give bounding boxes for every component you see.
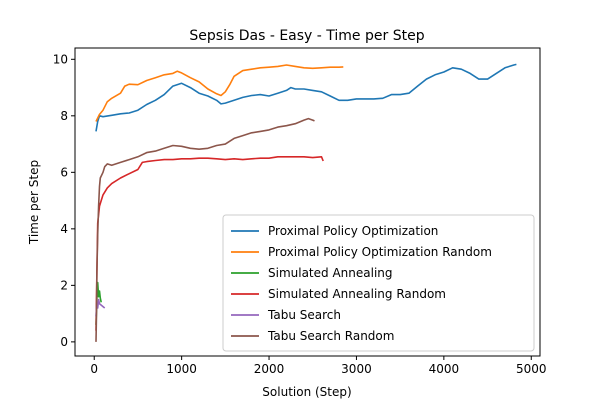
legend-label: Tabu Search — [267, 308, 341, 322]
legend-label: Tabu Search Random — [267, 329, 394, 343]
series-line-tabu-search-random — [95, 117, 315, 342]
series-line-proximal-policy-optimization-random — [95, 64, 344, 122]
legend-label: Simulated Annealing Random — [268, 287, 446, 301]
series-lines — [95, 63, 517, 342]
plot-area-frame — [74, 47, 541, 357]
series-line-simulated-annealing-random — [95, 156, 324, 331]
y-tick-label: 0 — [60, 335, 68, 349]
x-tick-label: 4000 — [429, 362, 460, 376]
x-axis-ticks: 0 1000 2000 3000 4000 5000 — [90, 356, 547, 376]
legend-label: Simulated Annealing — [268, 266, 393, 280]
y-tick-label: 4 — [60, 222, 68, 236]
y-tick-label: 8 — [60, 109, 68, 123]
x-tick-label: 5000 — [516, 362, 547, 376]
x-tick-label: 0 — [90, 362, 98, 376]
series-line-proximal-policy-optimization — [95, 63, 517, 132]
y-tick-label: 10 — [53, 52, 68, 66]
y-axis-ticks: 0 2 4 6 8 10 — [53, 52, 75, 349]
x-tick-label: 1000 — [166, 362, 197, 376]
legend-label: Proximal Policy Optimization Random — [268, 245, 492, 259]
legend-label: Proximal Policy Optimization — [268, 224, 438, 238]
chart-title: Sepsis Das - Easy - Time per Step — [189, 28, 424, 44]
legend: Proximal Policy Optimization Proximal Pol… — [222, 214, 535, 352]
y-tick-label: 2 — [60, 278, 68, 292]
x-tick-label: 2000 — [254, 362, 285, 376]
x-axis-label: Solution (Step) — [262, 385, 351, 399]
legend-box — [222, 214, 535, 352]
y-axis-label: Time per Step — [27, 160, 41, 245]
y-tick-label: 6 — [60, 165, 68, 179]
x-tick-label: 3000 — [341, 362, 372, 376]
